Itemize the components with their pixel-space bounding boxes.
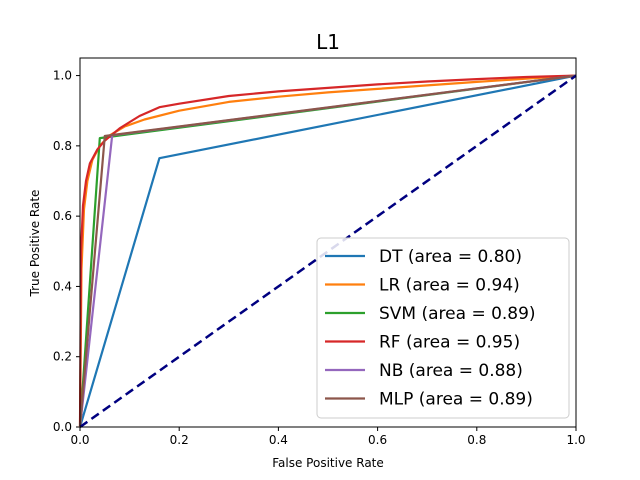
y-tick-label: 0.2 (53, 350, 72, 364)
y-tick-label: 0.4 (53, 279, 72, 293)
reference-diagonal-line (79, 74, 577, 429)
x-tick-label: 0.8 (467, 433, 486, 447)
y-axis-label: True Positive Rate (28, 190, 42, 298)
series-line-1 (78, 74, 577, 428)
axes-frame (79, 57, 577, 428)
y-tick-label: 0.6 (53, 209, 72, 223)
legend: DT (area = 0.80) LR (area = 0.94) SVM (are… (316, 237, 570, 419)
x-tick-label: 0.6 (368, 433, 387, 447)
legend-entry: SVM (area = 0.89) (379, 304, 536, 324)
series-line-3 (78, 74, 577, 428)
x-tick-label: 1.0 (566, 433, 585, 447)
series-line-5 (78, 74, 577, 428)
y-tick-label: 0.8 (53, 139, 72, 153)
x-tick-label: 0.4 (269, 433, 288, 447)
legend-entry: RF (area = 0.95) (379, 333, 520, 353)
x-tick-label: 0.0 (70, 433, 89, 447)
x-tick-label: 0.2 (170, 433, 189, 447)
legend-entry: DT (area = 0.80) (379, 247, 522, 267)
legend-entry: MLP (area = 0.89) (379, 390, 533, 410)
legend-box (316, 237, 570, 419)
y-tick-label: 0.0 (53, 420, 72, 434)
series-line-0 (78, 74, 577, 428)
legend-entry: NB (area = 0.88) (379, 361, 523, 381)
x-axis-label: False Positive Rate (272, 456, 384, 470)
chart-title: L1 (316, 30, 340, 54)
y-tick-label: 1.0 (53, 69, 72, 83)
legend-entry: LR (area = 0.94) (379, 276, 520, 296)
